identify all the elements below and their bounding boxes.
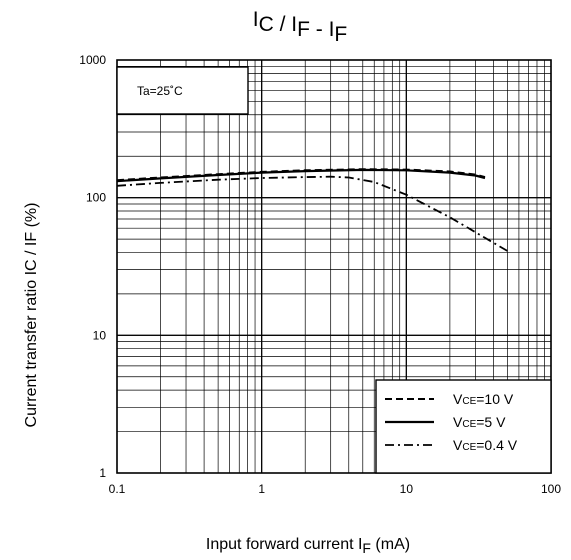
legend-label: VCE=10 V <box>453 391 514 407</box>
series-line-solid <box>116 168 486 183</box>
legend: VCE=10 V VCE=5 V VCE=0.4 V <box>375 379 552 474</box>
y-axis-label: Current transfer ratio IC / IF (%) <box>23 203 40 428</box>
plot-frame <box>116 59 552 474</box>
series-layer <box>116 168 508 252</box>
y-tick-label: 1000 <box>79 53 106 67</box>
x-tick-label: 1 <box>258 482 265 496</box>
x-tick-label: 10 <box>400 482 414 496</box>
chart-title: IC / IF - IF <box>253 8 348 46</box>
y-tick-label: 100 <box>86 191 106 205</box>
legend-label: VCE=5 V <box>453 414 506 430</box>
y-tick-label: 10 <box>93 328 107 342</box>
x-tick-label: 0.1 <box>109 482 126 496</box>
y-tick-label: 1 <box>99 466 106 480</box>
x-tick-label: 100 <box>541 482 561 496</box>
series-line-dashdot <box>116 175 508 252</box>
x-axis-label: Input forward current IF (mA) <box>206 536 410 556</box>
annotation-text: Ta=25˚C <box>137 84 183 98</box>
annotation-box: Ta=25˚C <box>116 66 249 115</box>
legend-label: VCE=0.4 V <box>453 437 518 453</box>
